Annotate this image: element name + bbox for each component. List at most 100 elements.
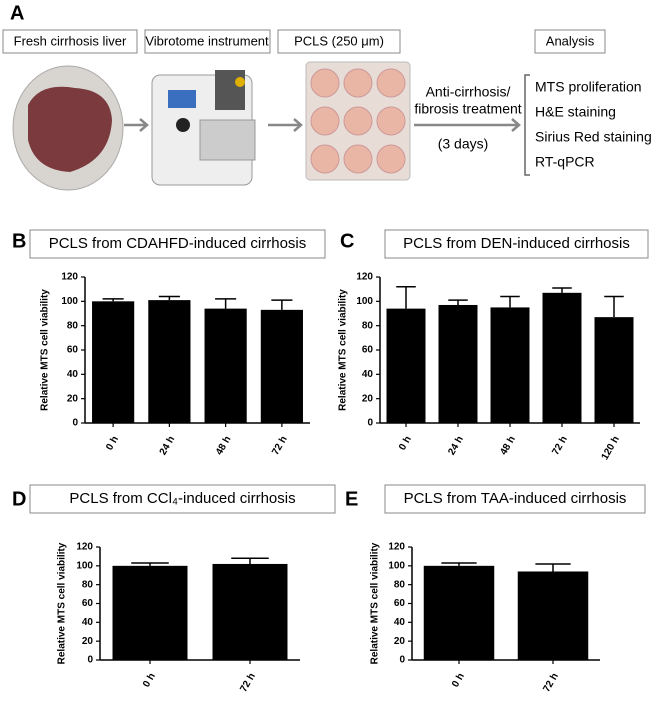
analysis-item: Sirius Red staining — [535, 129, 652, 145]
x-tick-label: 72 h — [270, 434, 290, 457]
x-tick-label: 24 h — [158, 434, 178, 457]
bar — [386, 308, 426, 423]
arrow — [268, 118, 303, 132]
tray — [199, 119, 256, 161]
y-tick-label: 120 — [388, 542, 405, 553]
error-bar — [441, 562, 477, 566]
bar — [438, 304, 478, 423]
x-tick-label: 0 h — [141, 671, 158, 689]
button — [235, 77, 245, 87]
knob — [176, 118, 190, 132]
error-bar — [215, 298, 237, 309]
error-bar — [500, 295, 520, 308]
x-tick-label: 0 h — [450, 671, 467, 689]
x-tick-label: 0 h — [397, 434, 414, 452]
y-axis-label: Relative MTS cell viability — [57, 542, 68, 664]
y-tick-label: 80 — [394, 579, 406, 590]
bar — [112, 565, 188, 660]
x-tick-label: 24 h — [446, 434, 466, 457]
step-box — [534, 29, 606, 54]
step-label: Vibrotome instrument — [145, 33, 269, 48]
y-tick-label: 60 — [82, 598, 94, 609]
bar — [517, 571, 589, 660]
error-bar — [552, 287, 572, 293]
error-bar — [535, 563, 571, 572]
title-box — [29, 229, 326, 259]
error-bar — [102, 298, 124, 302]
y-tick-label: 60 — [394, 598, 406, 609]
y-tick-label: 120 — [76, 542, 93, 553]
y-tick-label: 0 — [72, 418, 78, 429]
error-bar — [158, 295, 180, 301]
y-tick-label: 80 — [362, 320, 374, 331]
bracket — [524, 74, 530, 176]
error-bar — [396, 285, 416, 309]
title-box — [384, 229, 649, 259]
y-tick-label: 40 — [394, 617, 406, 628]
y-tick-label: 40 — [67, 369, 79, 380]
x-tick-label: 120 h — [600, 434, 622, 462]
y-axis-label: Relative MTS cell viability — [40, 289, 51, 411]
y-axis-label: Relative MTS cell viability — [338, 289, 349, 411]
chart-title: PCLS from CDAHFD-induced cirrhosis — [49, 235, 307, 252]
error-bar — [604, 295, 624, 318]
y-tick-label: 20 — [82, 636, 94, 647]
treatment-text: Anti-cirrhosis/ — [426, 84, 511, 100]
bar — [212, 563, 288, 660]
step-box — [2, 29, 138, 54]
panel-label: A — [10, 2, 24, 24]
bar — [423, 565, 495, 660]
x-tick-label: 0 h — [104, 434, 121, 452]
blade-head — [215, 70, 245, 110]
y-axis-label: Relative MTS cell viability — [370, 542, 381, 664]
bar — [490, 307, 530, 423]
x-tick-label: 72 h — [550, 434, 570, 457]
y-tick-label: 40 — [82, 617, 94, 628]
y-tick-label: 0 — [399, 655, 405, 666]
step-label: Fresh cirrhosis liver — [14, 33, 127, 48]
step-box — [277, 29, 401, 54]
y-tick-label: 40 — [362, 369, 374, 380]
y-tick-label: 60 — [362, 345, 374, 356]
error-bar — [231, 557, 269, 564]
analysis-item: MTS proliferation — [535, 79, 642, 95]
title-box — [384, 484, 646, 514]
bar — [542, 292, 582, 423]
analysis-item: H&E staining — [535, 104, 616, 120]
y-tick-label: 120 — [356, 272, 373, 283]
panel-label: D — [12, 488, 26, 510]
wells — [310, 68, 406, 174]
screen — [168, 90, 196, 108]
treatment-text: (3 days) — [438, 136, 489, 152]
y-tick-label: 80 — [82, 579, 94, 590]
bar — [594, 317, 634, 423]
bar — [148, 300, 191, 423]
y-tick-label: 0 — [367, 418, 373, 429]
step-label: Analysis — [546, 33, 595, 48]
bar — [204, 308, 247, 423]
step-box — [144, 29, 271, 54]
y-tick-label: 100 — [388, 560, 405, 571]
x-tick-label: 48 h — [498, 434, 518, 457]
bar — [260, 309, 303, 423]
y-tick-label: 60 — [67, 345, 79, 356]
y-tick-label: 80 — [67, 320, 79, 331]
chart-title: PCLS from CCl₄-induced cirrhosis — [69, 490, 295, 507]
arrow — [414, 118, 521, 132]
x-tick-label: 72 h — [541, 671, 561, 694]
y-tick-label: 20 — [394, 636, 406, 647]
error-bar — [448, 299, 468, 305]
panel-label: B — [12, 230, 26, 252]
title-box — [29, 484, 336, 514]
error-bar — [271, 299, 293, 310]
panel-label: C — [340, 230, 354, 252]
step-label: PCLS (250 μm) — [294, 33, 384, 48]
y-tick-label: 120 — [61, 272, 78, 283]
x-tick-label: 72 h — [238, 671, 258, 694]
y-tick-label: 20 — [67, 393, 79, 404]
y-tick-label: 20 — [362, 393, 374, 404]
treatment-text: fibrosis treatment — [414, 101, 521, 117]
liver — [28, 86, 112, 172]
y-tick-label: 100 — [61, 296, 78, 307]
